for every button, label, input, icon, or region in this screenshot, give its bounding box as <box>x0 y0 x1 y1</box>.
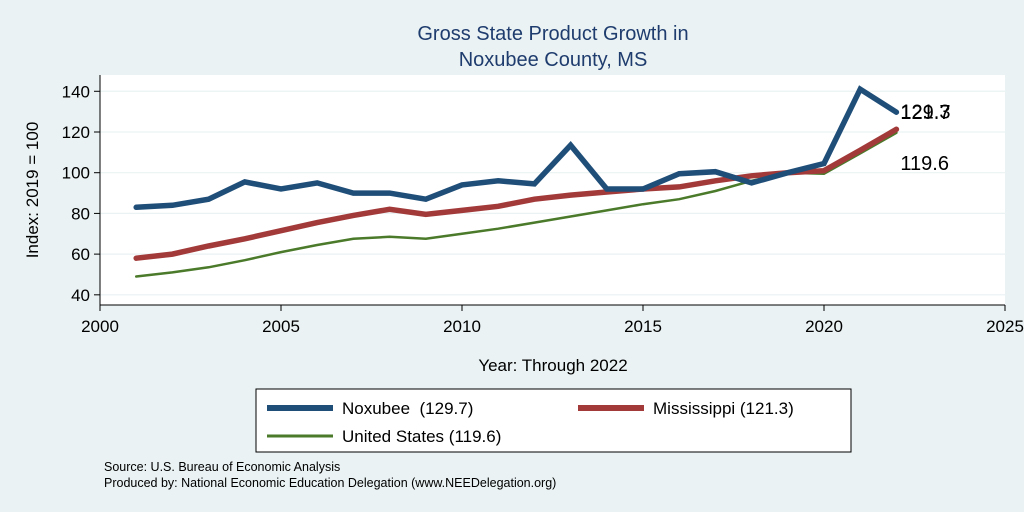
end-label-noxubee: 129.7 <box>900 102 950 124</box>
y-tick-label-120: 120 <box>62 123 90 142</box>
source-line: Source: U.S. Bureau of Economic Analysis <box>104 460 340 474</box>
series-line-mississippi <box>133 126 900 261</box>
produced-by-line: Produced by: National Economic Education… <box>104 476 556 490</box>
y-tick-label-60: 60 <box>71 245 90 264</box>
x-tick-label-2020: 2020 <box>805 317 843 336</box>
x-axis-label: Year: Through 2022 <box>478 356 627 375</box>
x-tick-label-2025: 2025 <box>986 317 1024 336</box>
x-ticks: 2000 2005 2010 2015 2020 2025 <box>81 305 1024 336</box>
y-tick-label-100: 100 <box>62 164 90 183</box>
y-axis-label: Index: 2019 = 100 <box>23 122 42 259</box>
end-label-united-states: 119.6 <box>900 153 949 175</box>
legend-label-noxubee: Noxubee (129.7) <box>342 399 473 418</box>
grid <box>100 90 1005 296</box>
y-tick-label-40: 40 <box>71 286 90 305</box>
legend-label-mississippi: Mississippi (121.3) <box>653 399 794 418</box>
y-ticks: 40 60 80 100 120 140 <box>62 82 100 305</box>
y-tick-label-140: 140 <box>62 82 90 101</box>
plot-area <box>100 75 1005 305</box>
x-tick-label-2010: 2010 <box>443 317 481 336</box>
axes <box>99 75 1005 306</box>
legend: Noxubee (129.7) Mississippi (121.3) Unit… <box>255 388 852 453</box>
x-tick-label-2000: 2000 <box>81 317 119 336</box>
chart-title-line-1: Gross State Product Growth in <box>417 23 688 45</box>
series-lines <box>133 85 900 278</box>
y-tick-label-80: 80 <box>71 204 90 223</box>
x-tick-label-2005: 2005 <box>262 317 300 336</box>
legend-box <box>255 388 852 453</box>
x-tick-label-2015: 2015 <box>624 317 662 336</box>
chart-title-line-2: Noxubee County, MS <box>459 49 648 71</box>
end-label-mississippi: 121.3 <box>900 101 950 123</box>
legend-label-united-states: United States (119.6) <box>342 427 501 446</box>
series-line-noxubee <box>133 85 900 211</box>
